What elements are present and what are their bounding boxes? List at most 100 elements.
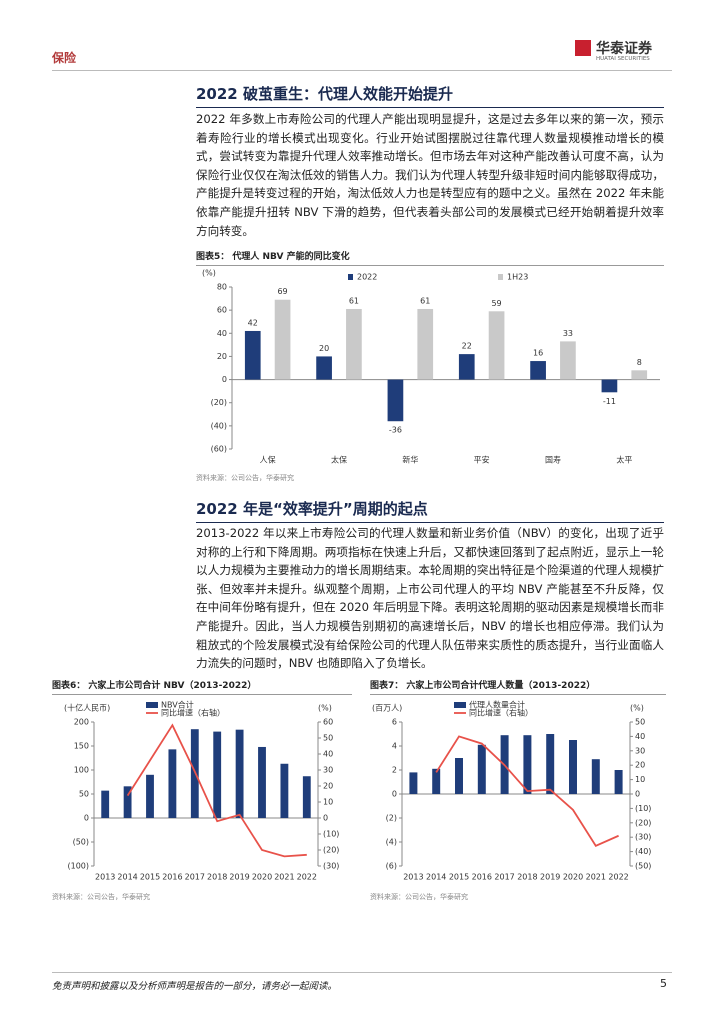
tick-label: 100 (74, 766, 89, 775)
tick-label: 40 (323, 750, 333, 759)
y-axis-label: (十亿人民币) (64, 703, 110, 713)
bar (168, 749, 177, 818)
tick-label: 60 (323, 718, 333, 727)
source: 资料来源：公司公告，华泰研究 (196, 474, 294, 482)
x-tick-label: 2015 (140, 873, 160, 882)
footer-rule (52, 972, 672, 973)
tick-label: 0 (84, 814, 89, 823)
bar (409, 772, 418, 794)
figure-caption: 图表5： 代理人 NBV 产能的同比变化 (196, 249, 664, 266)
heading: 2022 年是“效率提升”周期的起点 (196, 498, 664, 523)
tick-label: 150 (74, 742, 89, 751)
tick-label: (10) (635, 804, 651, 813)
brand: 华泰证券 (596, 41, 652, 57)
tick-label: (60) (211, 445, 227, 454)
tick-label: 80 (217, 283, 227, 292)
bar (601, 379, 618, 393)
tick-label: (30) (635, 833, 651, 842)
x-tick-label: 国寿 (545, 455, 561, 465)
tick-label: 0 (635, 790, 640, 799)
bar (213, 731, 222, 818)
bar (523, 735, 532, 794)
legend-label: 代理人数量合计 (469, 700, 525, 710)
tick-label: (20) (635, 818, 651, 827)
bar (591, 759, 600, 794)
tick-label: (20) (323, 846, 339, 855)
x-tick-label: 2018 (207, 873, 227, 882)
data-label: 33 (563, 329, 573, 338)
source: 资料来源：公司公告，华泰研究 (52, 893, 150, 901)
bar (346, 308, 362, 380)
logo-icon (575, 40, 591, 56)
tick-label: 10 (323, 798, 333, 807)
x-tick-label: 2017 (494, 873, 514, 882)
bar (546, 734, 555, 794)
data-label: 61 (420, 296, 430, 305)
bar (274, 299, 291, 380)
y-axis-label: (%) (202, 269, 216, 278)
chart: (6) (4) (2) 0 2 4 6 (百万人) (50) (40) (30) (20) (10) 0 1… (372, 700, 651, 882)
legend-label: 2022 (357, 273, 377, 282)
bar (488, 311, 505, 380)
data-label: -11 (603, 397, 616, 406)
x-tick-label: 2017 (185, 873, 205, 882)
tick-label: (50) (635, 862, 651, 871)
bar (417, 308, 434, 380)
tick-label: 30 (323, 766, 333, 775)
bar (432, 768, 441, 794)
x-tick-label: 2015 (449, 873, 469, 882)
x-tick-label: 2019 (229, 873, 249, 882)
x-tick-label: 2021 (586, 873, 606, 882)
y2-axis-label: (%) (318, 704, 332, 713)
brand-en: HUATAI SECURITIES (596, 56, 650, 62)
legend-swatch (348, 274, 353, 280)
bar (569, 740, 577, 794)
tick-label: (100) (67, 862, 89, 871)
bar (280, 763, 289, 818)
tick-label: (4) (386, 838, 397, 847)
data-label: 61 (349, 296, 359, 305)
y2-axis-label: (%) (630, 704, 644, 713)
x-tick-label: 平安 (474, 455, 490, 465)
tick-label: 0 (392, 790, 397, 799)
section-label: 保险 (52, 51, 77, 65)
tick-label: 4 (392, 742, 397, 751)
x-tick-label: 2021 (274, 873, 294, 882)
legend-swatch (146, 702, 158, 708)
tick-label: (20) (211, 398, 227, 407)
bar (477, 744, 486, 794)
bar (387, 379, 404, 422)
data-label: -36 (389, 426, 402, 435)
tick-label: 60 (217, 306, 227, 315)
legend-label: 同比增速（右轴） (161, 708, 225, 718)
line (435, 735, 619, 847)
x-tick-label: 2020 (252, 873, 272, 882)
legend-label: 同比增速（右轴） (469, 708, 533, 718)
bar (101, 790, 110, 818)
x-tick-label: 2018 (517, 873, 537, 882)
tick-label: (40) (635, 847, 651, 856)
x-tick-label: 2016 (162, 873, 182, 882)
tick-label: 40 (635, 732, 645, 741)
heading: 2022 破茧重生：代理人效能开始提升 (196, 83, 664, 108)
data-label: 22 (462, 342, 472, 351)
data-label: 20 (319, 344, 329, 353)
x-tick-label: 2013 (95, 873, 115, 882)
tick-label: (50) (73, 838, 89, 847)
bar (123, 786, 132, 818)
x-tick-label: 2013 (403, 873, 423, 882)
chart: (100)(50)050100150200(十亿人民币)(30)(20)(10)… (64, 700, 339, 882)
tick-label: 10 (635, 775, 645, 784)
tick-label: 20 (635, 761, 645, 770)
paragraph: 2013-2022 年以来上市寿险公司的代理人数量和新业务价值（NBV）的变化，… (196, 526, 664, 671)
tick-label: 0 (222, 375, 227, 384)
data-label: 42 (248, 318, 258, 327)
tick-label: (30) (323, 862, 339, 871)
x-tick-label: 新华 (402, 455, 418, 465)
data-label: 69 (277, 287, 287, 296)
bar (235, 729, 244, 818)
figure-caption: 图表7： 六家上市公司合计代理人数量（2013-2022） (370, 678, 666, 695)
x-tick-label: 2014 (117, 873, 137, 882)
tick-label: 6 (392, 718, 397, 727)
